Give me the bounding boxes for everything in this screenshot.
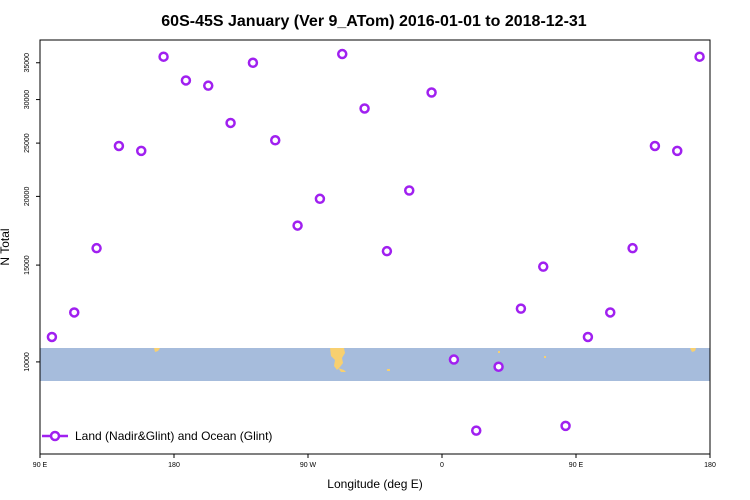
land-patch-south-america [330,348,345,370]
plot-frame [39,39,711,455]
data-point [314,193,326,205]
data-point [649,140,661,152]
land-patch-new-zealand-east [690,348,696,352]
data-point [515,303,527,314]
y-tick-label: 10000 [24,352,31,372]
x-axis-label: Longitude (deg E) [327,477,422,491]
data-point [381,245,393,257]
data-point [225,117,236,129]
land-patch-tierra-del-fuego [338,368,346,372]
data-point [403,185,415,196]
data-point [247,57,259,69]
data-point [448,354,460,365]
x-tick-label: 0 [440,462,444,469]
data-point [46,331,58,343]
data-point [91,242,102,254]
x-tick-label: 180 [704,462,716,469]
data-points [46,48,705,436]
legend: Land (Nadir&Glint) and Ocean (Glint) [42,429,272,443]
data-point [560,420,571,432]
data-point [336,48,348,60]
land-patch-kerguelen [544,356,546,358]
x-tick-label: 90 E [569,462,584,469]
y-axis-label: N Total [0,228,12,265]
land-patch-new-zealand [154,348,160,352]
x-tick-label: 180 [168,462,180,469]
y-tick-label: 25000 [24,133,31,153]
data-point [537,261,549,272]
data-point [202,80,214,91]
data-point [292,220,303,231]
data-point [604,307,616,318]
data-point [180,75,192,86]
y-tick-label: 20000 [24,187,31,207]
data-point [113,140,125,152]
data-point [694,51,705,62]
land-patch-falklands [387,369,390,371]
y-tick-label: 35000 [24,53,31,73]
data-point [627,242,638,254]
x-tick-label: 90 E [33,462,48,469]
data-point [68,307,80,318]
chart-title: 60S-45S January (Ver 9_ATom) 2016-01-01 … [161,13,587,30]
data-point [269,135,281,146]
y-tick-label: 30000 [24,90,31,110]
data-point [426,87,437,98]
legend-marker [49,430,61,442]
data-point [158,51,169,62]
legend-label: Land (Nadir&Glint) and Ocean (Glint) [75,429,272,443]
y-tick-label: 15000 [24,255,31,275]
data-point [671,145,683,157]
data-point [359,103,370,114]
ocean-band [40,348,710,381]
land-patch-island [498,351,500,353]
y-axis: 10000 15000 20000 25000 30000 35000 [24,53,40,372]
data-point [470,425,482,436]
data-point [493,361,504,372]
x-tick-label: 90 W [300,462,317,469]
data-point [135,145,147,157]
x-axis: 90 E 180 90 W 0 90 E 180 [33,454,716,469]
data-point [582,331,594,343]
map-strip [40,348,710,381]
